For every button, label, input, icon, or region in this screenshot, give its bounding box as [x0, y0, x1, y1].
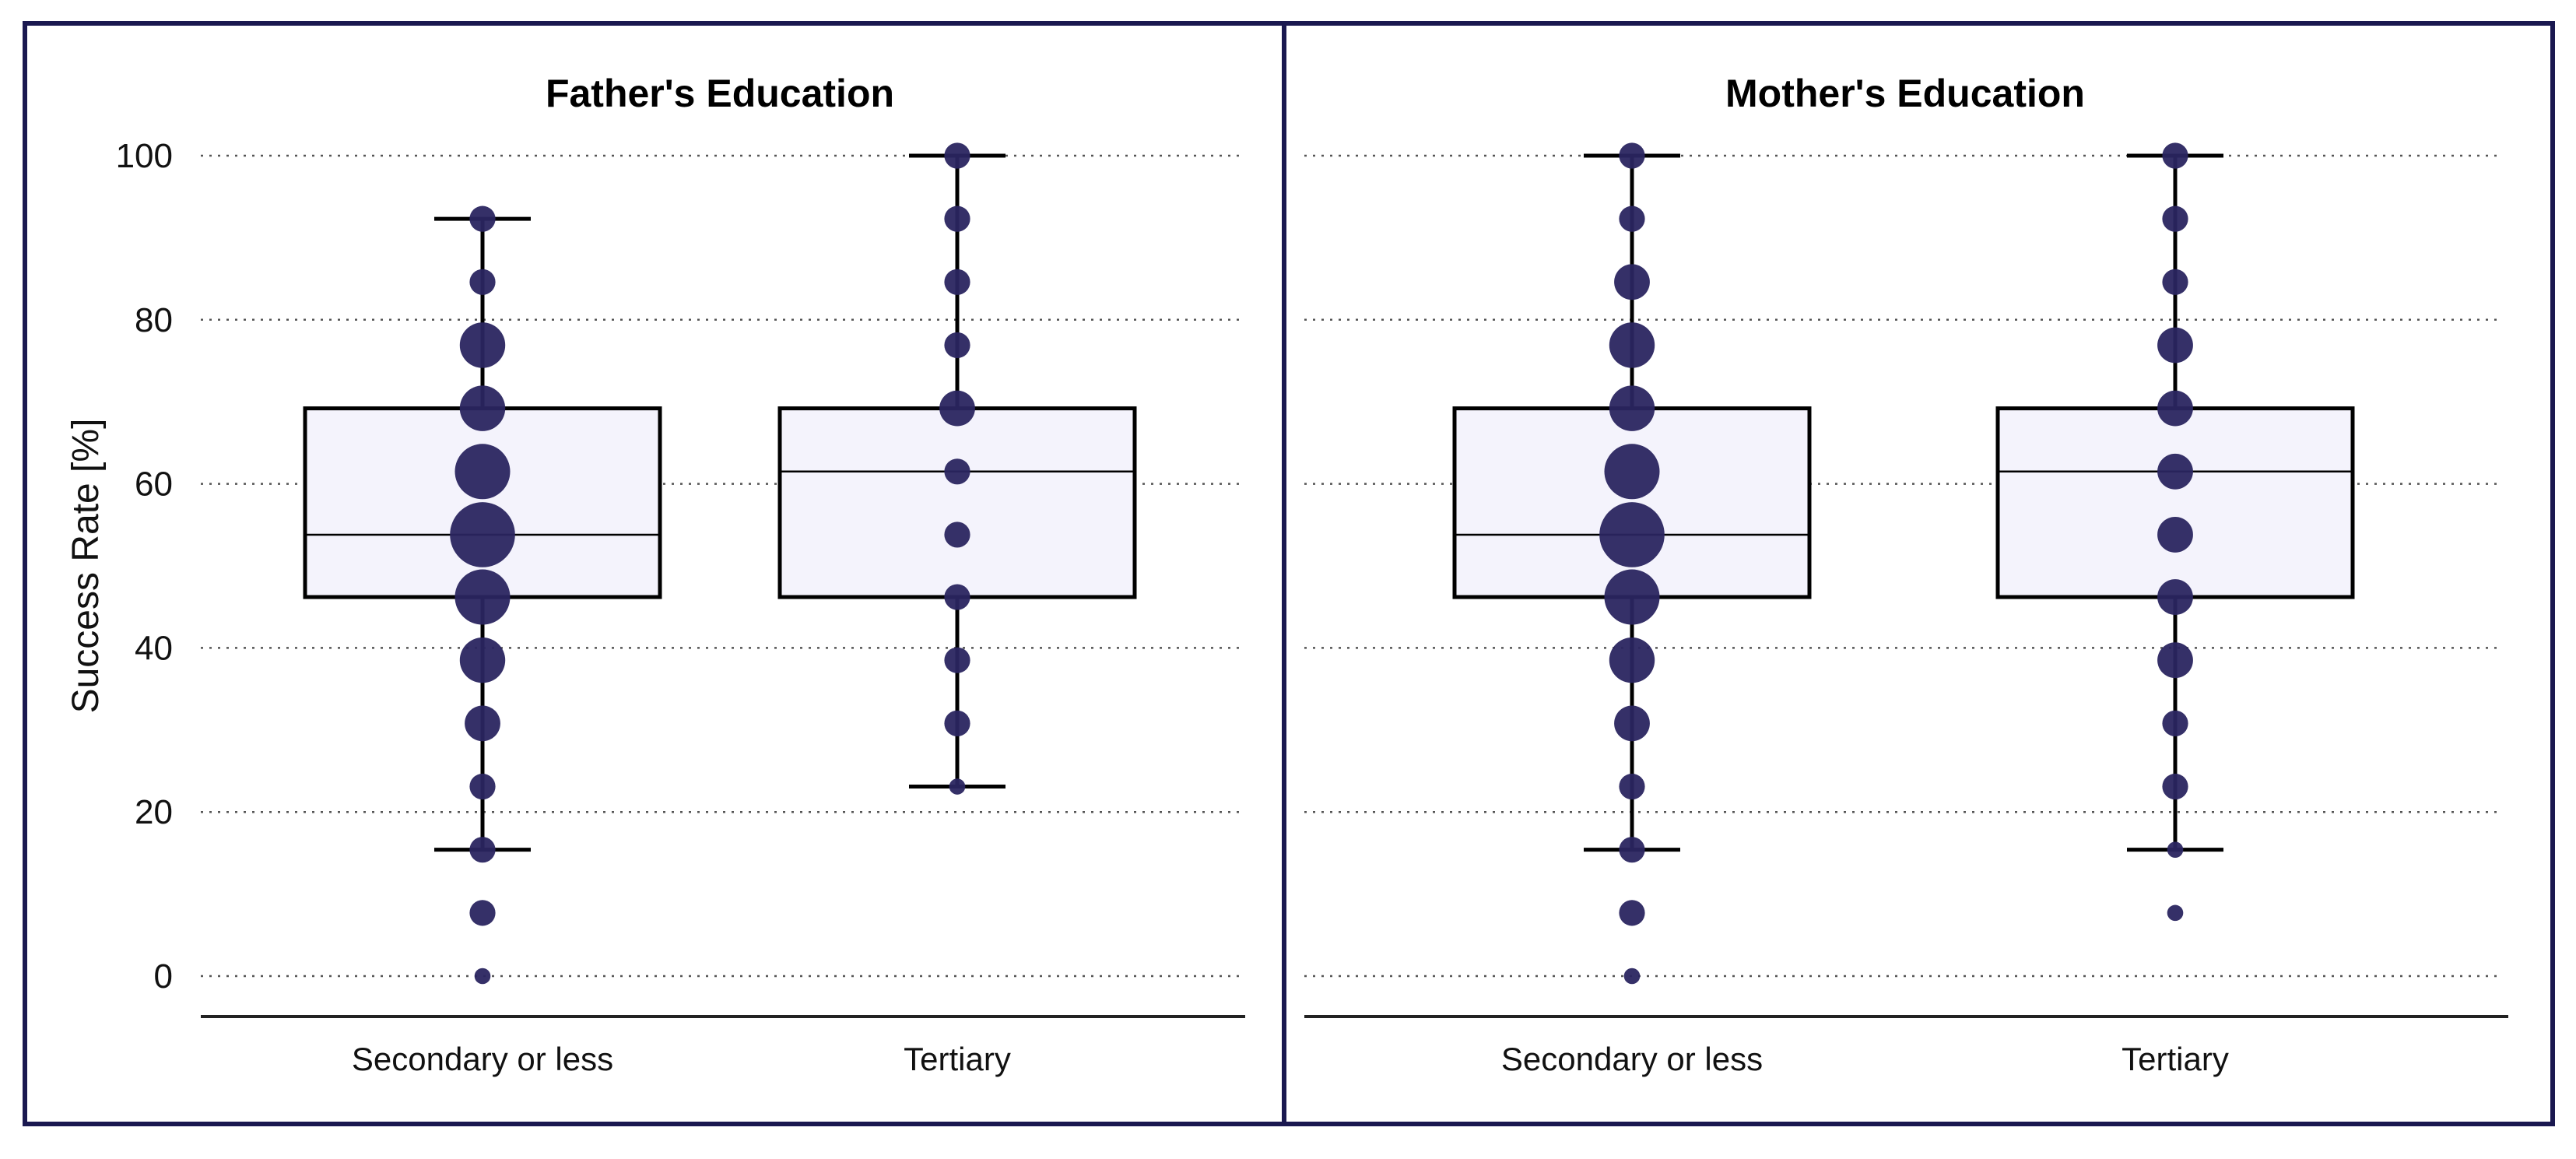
data-point: [2162, 205, 2188, 232]
data-point: [1614, 264, 1650, 300]
data-point: [469, 900, 496, 926]
y-axis-title: Success Rate [%]: [65, 419, 107, 714]
data-point: [1604, 569, 1660, 625]
data-point: [1619, 900, 1645, 926]
data-point: [2167, 904, 2184, 922]
data-point: [939, 390, 975, 427]
panel-title: Mother's Education: [1725, 72, 2085, 115]
iqr-box: [1995, 406, 2355, 599]
data-point: [469, 205, 496, 232]
data-point: [1619, 837, 1645, 863]
y-tick-label: 40: [135, 629, 173, 667]
data-point: [2162, 710, 2188, 736]
data-point: [1609, 385, 1655, 431]
data-point: [459, 637, 506, 683]
data-point: [469, 773, 496, 800]
y-tick-label: 60: [135, 465, 173, 504]
data-point: [474, 968, 491, 985]
iqr-box: [777, 406, 1137, 599]
data-point: [465, 705, 500, 742]
data-point: [1619, 205, 1645, 232]
data-point: [2157, 642, 2193, 679]
data-point: [944, 142, 970, 169]
data-point: [469, 269, 496, 295]
data-point: [459, 385, 506, 431]
data-point: [2167, 841, 2184, 858]
data-point: [944, 522, 970, 548]
data-point: [949, 778, 966, 795]
data-point: [454, 569, 511, 625]
data-point: [2157, 390, 2193, 427]
data-point: [2157, 517, 2193, 553]
panel-frame-right: [1282, 21, 2555, 1126]
data-point: [2157, 453, 2193, 490]
x-category-label: Tertiary: [904, 1041, 1011, 1077]
data-point: [1623, 968, 1641, 985]
data-point: [2157, 327, 2193, 364]
data-point: [1609, 637, 1655, 683]
data-point: [1614, 705, 1650, 742]
data-point: [1609, 322, 1655, 368]
data-point: [469, 837, 496, 863]
data-point: [944, 269, 970, 295]
data-point: [944, 710, 970, 736]
data-point: [944, 584, 970, 610]
data-point: [2162, 773, 2188, 800]
data-point: [2157, 579, 2193, 615]
x-category-label: Secondary or less: [352, 1041, 613, 1077]
data-point: [944, 332, 970, 359]
data-point: [944, 458, 970, 485]
data-point: [1599, 502, 1665, 567]
x-category-label: Tertiary: [2122, 1041, 2229, 1077]
y-tick-label: 0: [154, 957, 173, 996]
y-tick-label: 80: [135, 301, 173, 339]
panel-title: Father's Education: [546, 72, 894, 115]
data-point: [450, 502, 515, 567]
y-tick-label: 20: [135, 793, 173, 831]
data-point: [2162, 142, 2188, 169]
data-point: [944, 647, 970, 673]
data-point: [944, 205, 970, 232]
data-point: [1619, 773, 1645, 800]
data-point: [1604, 444, 1660, 500]
data-point: [1619, 142, 1645, 169]
y-tick-label: 100: [116, 137, 173, 175]
data-point: [454, 444, 511, 500]
x-category-label: Secondary or less: [1501, 1041, 1763, 1077]
data-point: [2162, 269, 2188, 295]
data-point: [459, 322, 506, 368]
